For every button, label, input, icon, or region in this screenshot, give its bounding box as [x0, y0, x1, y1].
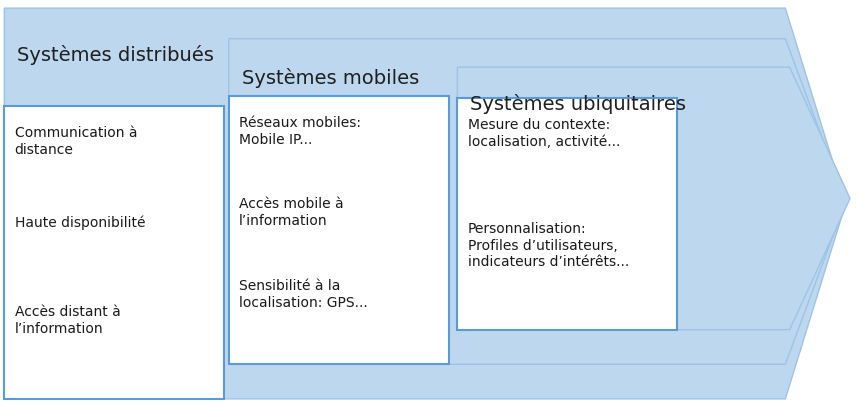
Text: Systèmes ubiquitaires: Systèmes ubiquitaires: [470, 94, 686, 114]
Text: Communication à
distance: Communication à distance: [15, 126, 137, 157]
Text: Systèmes distribués: Systèmes distribués: [17, 45, 214, 65]
Text: Mesure du contexte:
localisation, activité...: Mesure du contexte: localisation, activi…: [468, 118, 620, 149]
Text: Accès distant à
l’information: Accès distant à l’information: [15, 305, 121, 336]
Polygon shape: [4, 8, 846, 399]
Bar: [457, 98, 677, 330]
Bar: [229, 96, 449, 364]
Bar: [4, 106, 224, 399]
Polygon shape: [229, 39, 846, 364]
Text: Systèmes mobiles: Systèmes mobiles: [242, 68, 419, 88]
Text: Sensibilité à la
localisation: GPS...: Sensibilité à la localisation: GPS...: [239, 279, 368, 310]
Text: Personnalisation:
Profiles d’utilisateurs,
indicateurs d’intérêts...: Personnalisation: Profiles d’utilisateur…: [468, 222, 629, 269]
Text: Réseaux mobiles:
Mobile IP...: Réseaux mobiles: Mobile IP...: [239, 116, 361, 147]
Text: Accès mobile à
l’information: Accès mobile à l’information: [239, 197, 343, 228]
Text: Haute disponibilité: Haute disponibilité: [15, 216, 145, 230]
Polygon shape: [457, 67, 850, 330]
